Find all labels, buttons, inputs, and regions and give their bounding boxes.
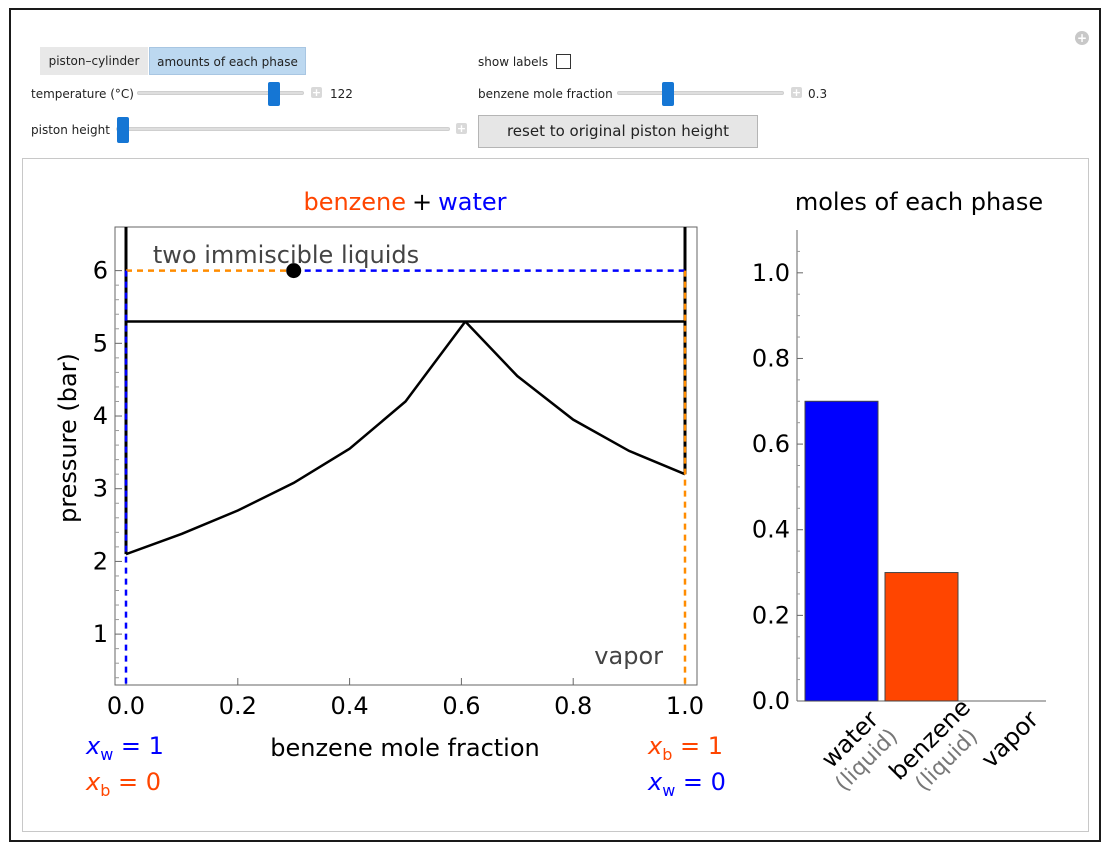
benzene-fraction-label: benzene mole fraction xyxy=(478,87,613,101)
plot-frame xyxy=(114,226,698,686)
title-water: water xyxy=(438,188,507,216)
bar-y-ticks: 0.0 0.2 0.4 0.6 0.8 1.0 xyxy=(752,250,803,715)
x-tick-label: 0.8 xyxy=(554,692,592,720)
x-tick-label: 0.6 xyxy=(442,692,480,720)
bar-benzene xyxy=(884,572,959,702)
left-xw-label: xw = 1 xyxy=(85,732,164,764)
title-plus: + xyxy=(412,188,432,216)
piston-height-plus-icon[interactable]: + xyxy=(456,122,467,135)
x-axis-ticks: 0.0 0.2 0.4 0.6 0.8 1.0 xyxy=(107,678,704,720)
piston-height-label: piston height xyxy=(31,123,110,137)
bar-y-tick-label: 0.8 xyxy=(752,344,790,372)
y-tick-label: 1 xyxy=(93,620,108,648)
phase-diagram-title: benzene + water xyxy=(303,188,506,216)
y-tick-label: 5 xyxy=(93,329,108,357)
x-tick-label: 0.0 xyxy=(107,692,145,720)
temperature-slider[interactable] xyxy=(137,91,304,95)
bar-chart-title: moles of each phase xyxy=(795,188,1043,216)
reset-piston-height-button[interactable]: reset to original piston height xyxy=(478,115,758,148)
x-axis-label: benzene mole fraction xyxy=(270,734,540,762)
right-xw-label: xw = 0 xyxy=(647,768,726,800)
region-label-vapor: vapor xyxy=(594,642,663,670)
y-tick-label: 4 xyxy=(93,402,108,430)
bar-y-tick-label: 0.2 xyxy=(752,601,790,629)
bars xyxy=(804,400,959,702)
moles-bar-chart: moles of each phase 0.0 0.2 0.4 0.6 0.8 1.0 w… xyxy=(752,188,1046,797)
y-axis-ticks: 1 2 3 4 5 6 xyxy=(93,257,122,679)
temperature-slider-thumb[interactable] xyxy=(268,82,280,106)
show-labels-checkbox[interactable] xyxy=(556,54,571,69)
x-tick-label: 0.2 xyxy=(219,692,257,720)
output-panel xyxy=(22,158,1089,832)
left-xb-label: xb = 0 xyxy=(85,768,161,800)
x-tick-label: 0.4 xyxy=(331,692,369,720)
bar-y-tick-label: 0.6 xyxy=(752,430,790,458)
temperature-plus-icon[interactable]: + xyxy=(311,86,322,99)
bar-y-tick-label: 0.0 xyxy=(752,687,790,715)
state-point xyxy=(286,263,302,279)
temperature-label: temperature (°C) xyxy=(31,87,134,101)
add-circle-icon[interactable]: + xyxy=(1075,31,1089,45)
bar-y-tick-label: 1.0 xyxy=(752,259,790,287)
bar-water xyxy=(804,400,879,702)
right-xb-label: xb = 1 xyxy=(647,732,723,764)
y-tick-label: 3 xyxy=(93,475,108,503)
benzene-fraction-slider[interactable] xyxy=(617,91,784,95)
y-axis-label: pressure (bar) xyxy=(54,353,82,523)
title-benzene: benzene xyxy=(303,188,406,216)
bar-category-labels: water(liquid)benzene(liquid)vapor xyxy=(816,693,1044,796)
phase-curves xyxy=(124,227,687,685)
bar-y-tick-label: 0.4 xyxy=(752,516,790,544)
temperature-value: 122 xyxy=(330,87,353,101)
y-tick-label: 2 xyxy=(93,547,108,575)
x-tick-label: 1.0 xyxy=(666,692,704,720)
tab-amounts-of-each-phase[interactable]: amounts of each phase xyxy=(149,47,306,75)
y-tick-label: 6 xyxy=(93,257,108,285)
piston-height-slider-thumb[interactable] xyxy=(117,117,129,143)
piston-height-slider[interactable] xyxy=(116,127,450,131)
water-dew-curve xyxy=(125,320,467,556)
bar-label-vapor: vapor xyxy=(976,705,1044,773)
benzene-fraction-value: 0.3 xyxy=(808,87,828,101)
tab-piston-cylinder[interactable]: piston–cylinder xyxy=(40,47,148,75)
show-labels-label: show labels xyxy=(478,55,549,69)
benzene-dew-curve xyxy=(464,320,686,476)
benzene-fraction-plus-icon[interactable]: + xyxy=(791,86,802,99)
benzene-fraction-slider-thumb[interactable] xyxy=(662,82,674,106)
region-label-two-liquids: two immiscible liquids xyxy=(153,241,419,269)
